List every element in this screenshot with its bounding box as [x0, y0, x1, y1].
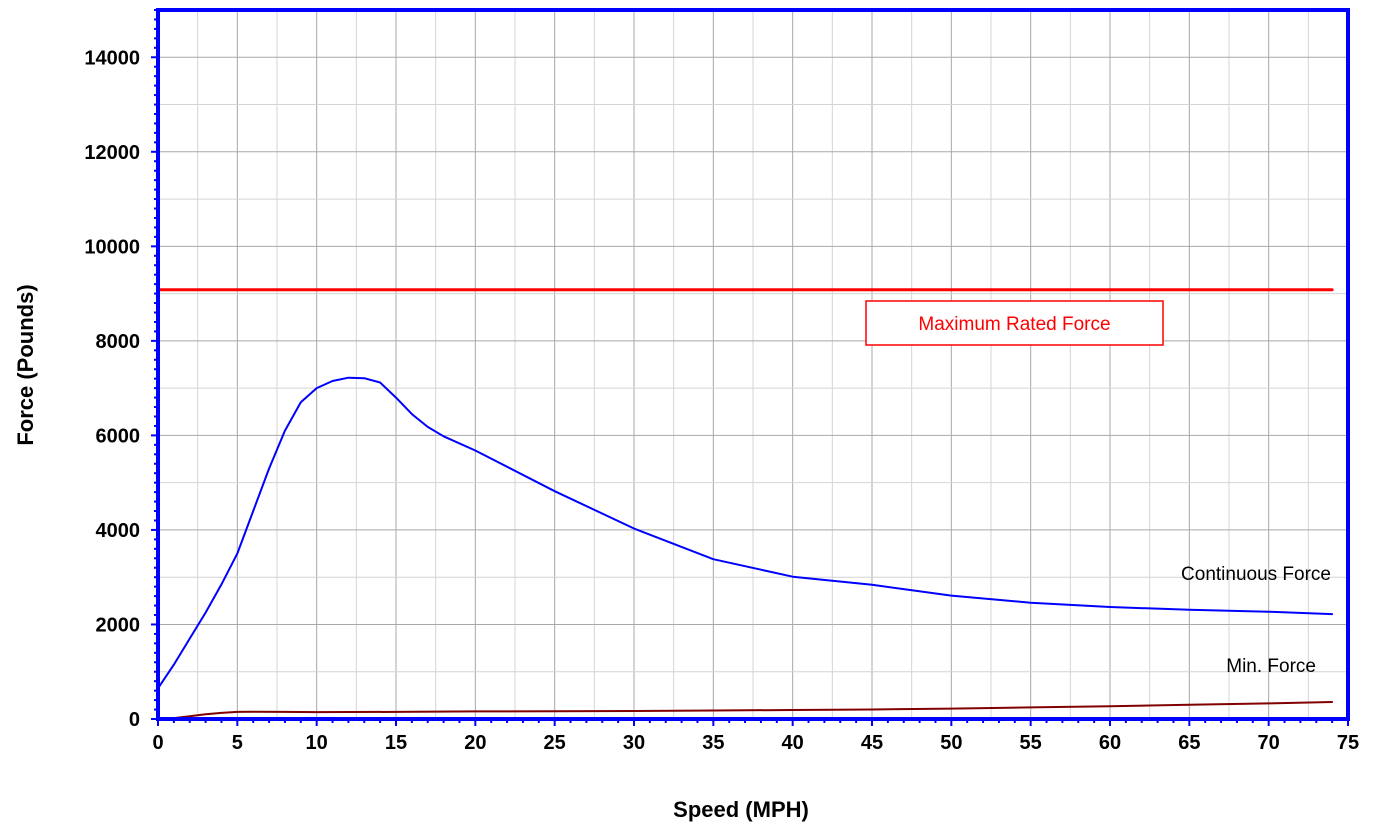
x-tick-label: 75	[1337, 732, 1359, 754]
axis-ticks	[151, 9, 1349, 726]
series-line-continuous-force	[157, 376, 1334, 690]
x-tick-label: 15	[385, 732, 407, 754]
x-tick-label: 45	[861, 732, 883, 754]
y-tick-label: 8000	[96, 331, 141, 353]
annotation-box-maximum-rated-force	[865, 300, 1164, 346]
series-line-min-force	[157, 701, 1334, 720]
y-tick-label: 12000	[84, 142, 140, 164]
y-tick-label: 14000	[84, 47, 140, 69]
x-tick-label: 30	[623, 732, 645, 754]
x-tick-label: 70	[1258, 732, 1280, 754]
x-tick-label: 65	[1178, 732, 1200, 754]
y-tick-label: 6000	[96, 425, 141, 447]
x-tick-label: 60	[1099, 732, 1121, 754]
y-axis-title: Force (Pounds)	[13, 284, 38, 445]
x-axis-title: Speed (MPH)	[673, 797, 809, 822]
plot-frame	[156, 8, 1350, 721]
annotation-maximum-rated-force-label: Maximum Rated Force	[918, 314, 1110, 335]
x-tick-label: 55	[1020, 732, 1042, 754]
x-tick-label: 5	[232, 732, 243, 754]
y-tick-label: 10000	[84, 236, 140, 258]
x-tick-label: 20	[464, 732, 486, 754]
annotation-maximum-rated-force: Maximum Rated Force	[865, 300, 1164, 346]
x-tick-label: 10	[306, 732, 328, 754]
annotation-continuous-force-label: Continuous Force	[1181, 564, 1331, 585]
y-tick-label: 4000	[96, 520, 141, 542]
tick-labels: 0 5 10 15 20 25 30 35 40 45 50 55 60 65 70 75 0 2000 4000 6…	[84, 47, 1359, 754]
gridlines	[158, 10, 1348, 719]
series-lines	[156, 288, 1334, 720]
x-tick-label: 25	[544, 732, 566, 754]
x-tick-label: 35	[702, 732, 724, 754]
x-tick-label: 40	[782, 732, 804, 754]
x-tick-label: 0	[152, 732, 163, 754]
x-tick-label: 50	[940, 732, 962, 754]
y-tick-label: 0	[129, 709, 140, 731]
annotation-min-force-label: Min. Force	[1226, 656, 1316, 677]
y-tick-label: 2000	[96, 614, 141, 636]
